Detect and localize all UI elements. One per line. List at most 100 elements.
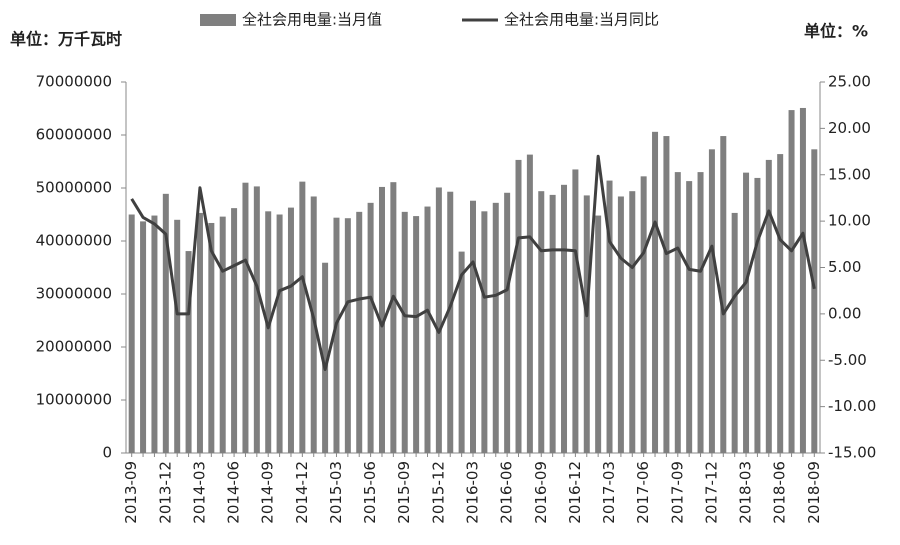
bar: [242, 182, 249, 453]
bar: [515, 159, 522, 453]
bar: [686, 181, 693, 454]
bar: [322, 262, 329, 453]
x-tick-label: 2015-09: [395, 461, 413, 524]
bar: [265, 211, 272, 453]
bar: [196, 212, 203, 453]
bar: [492, 202, 499, 453]
bar: [356, 211, 363, 453]
x-tick-label: 2014-09: [259, 461, 277, 524]
bar: [731, 212, 738, 453]
bar: [549, 194, 556, 453]
bar: [777, 154, 784, 453]
bar: [219, 216, 226, 453]
x-tick-label: 2017-03: [600, 461, 618, 524]
bar: [720, 136, 727, 453]
y2-tick-label: 0.00: [828, 304, 861, 322]
bar: [470, 200, 476, 453]
y-tick-label: 10000000: [36, 391, 112, 409]
y-tick-label: 50000000: [36, 179, 112, 197]
y-tick-label: 0: [102, 444, 112, 462]
bar: [344, 218, 351, 453]
bar: [663, 136, 670, 453]
x-tick-label: 2015-03: [327, 461, 345, 524]
bar: [765, 159, 772, 453]
bar: [333, 217, 340, 453]
bar: [378, 186, 385, 453]
bar: [572, 169, 579, 453]
bar: [151, 215, 158, 453]
x-tick-label: 2014-03: [190, 461, 208, 524]
bar: [606, 180, 613, 453]
x-tick-label: 2015-12: [429, 461, 447, 524]
legend-swatch: [200, 14, 236, 26]
y2-tick-label: -15.00: [828, 444, 876, 462]
bar: [595, 215, 602, 453]
bar: [401, 211, 408, 453]
y-tick-label: 70000000: [36, 73, 112, 91]
bar: [390, 182, 397, 454]
x-tick-label: 2014-12: [293, 461, 311, 524]
bar: [231, 208, 238, 453]
bar: [629, 191, 636, 453]
x-tick-label: 2018-06: [771, 461, 789, 524]
x-tick-label: 2016-03: [464, 461, 482, 524]
x-tick-label: 2018-09: [805, 461, 823, 524]
bar: [413, 216, 420, 453]
x-tick-label: 2017-06: [634, 461, 652, 524]
x-tick-label: 2018-03: [737, 461, 755, 524]
x-tick-label: 2017-09: [668, 461, 686, 524]
bar: [538, 191, 545, 453]
bar: [640, 176, 647, 453]
x-tick-label: 2016-09: [532, 461, 550, 524]
bar: [652, 131, 659, 453]
y2-unit: 单位：%: [804, 22, 868, 41]
bar: [788, 110, 795, 453]
bar: [435, 187, 442, 453]
bar: [287, 207, 294, 453]
bar: [128, 214, 135, 453]
bar: [583, 195, 590, 454]
x-tick-label: 2013-12: [156, 461, 174, 524]
bar: [799, 107, 806, 453]
y2-tick-label: -10.00: [828, 397, 876, 415]
legend-label: 全社会用电量:当月同比: [504, 11, 659, 29]
y-unit: 单位：万千瓦时: [10, 30, 122, 49]
bar: [299, 181, 306, 453]
bar: [674, 172, 681, 453]
bar: [174, 219, 181, 453]
x-tick-label: 2016-06: [498, 461, 516, 524]
y2-tick-label: 5.00: [828, 258, 861, 276]
bar: [253, 186, 260, 453]
bar: [208, 222, 215, 453]
y-tick-label: 30000000: [36, 285, 112, 303]
x-tick-label: 2014-06: [225, 461, 243, 524]
bar: [504, 192, 511, 453]
bar: [276, 214, 283, 453]
bar: [162, 193, 169, 453]
y-tick-label: 60000000: [36, 126, 112, 144]
bar: [185, 251, 192, 453]
x-tick-label: 2017-12: [702, 461, 720, 524]
bar: [481, 211, 488, 453]
y-tick-label: 40000000: [36, 232, 112, 250]
bar: [708, 149, 715, 453]
bar: [367, 202, 374, 453]
y-tick-label: 20000000: [36, 338, 112, 356]
x-tick-label: 2013-09: [122, 461, 140, 524]
bar: [447, 191, 454, 453]
y2-tick-label: -5.00: [828, 351, 867, 369]
bar: [617, 196, 624, 454]
y2-tick-label: 20.00: [828, 119, 871, 137]
bar: [458, 251, 465, 453]
y2-tick-label: 25.00: [828, 73, 871, 91]
bar: [743, 172, 750, 453]
x-tick-label: 2016-12: [566, 461, 584, 524]
bar: [697, 172, 704, 453]
y2-tick-label: 15.00: [828, 165, 871, 183]
line: [130, 154, 816, 372]
bar: [811, 149, 818, 453]
bar: [526, 154, 533, 454]
bar: [424, 206, 431, 453]
y2-tick-label: 10.00: [828, 212, 871, 230]
